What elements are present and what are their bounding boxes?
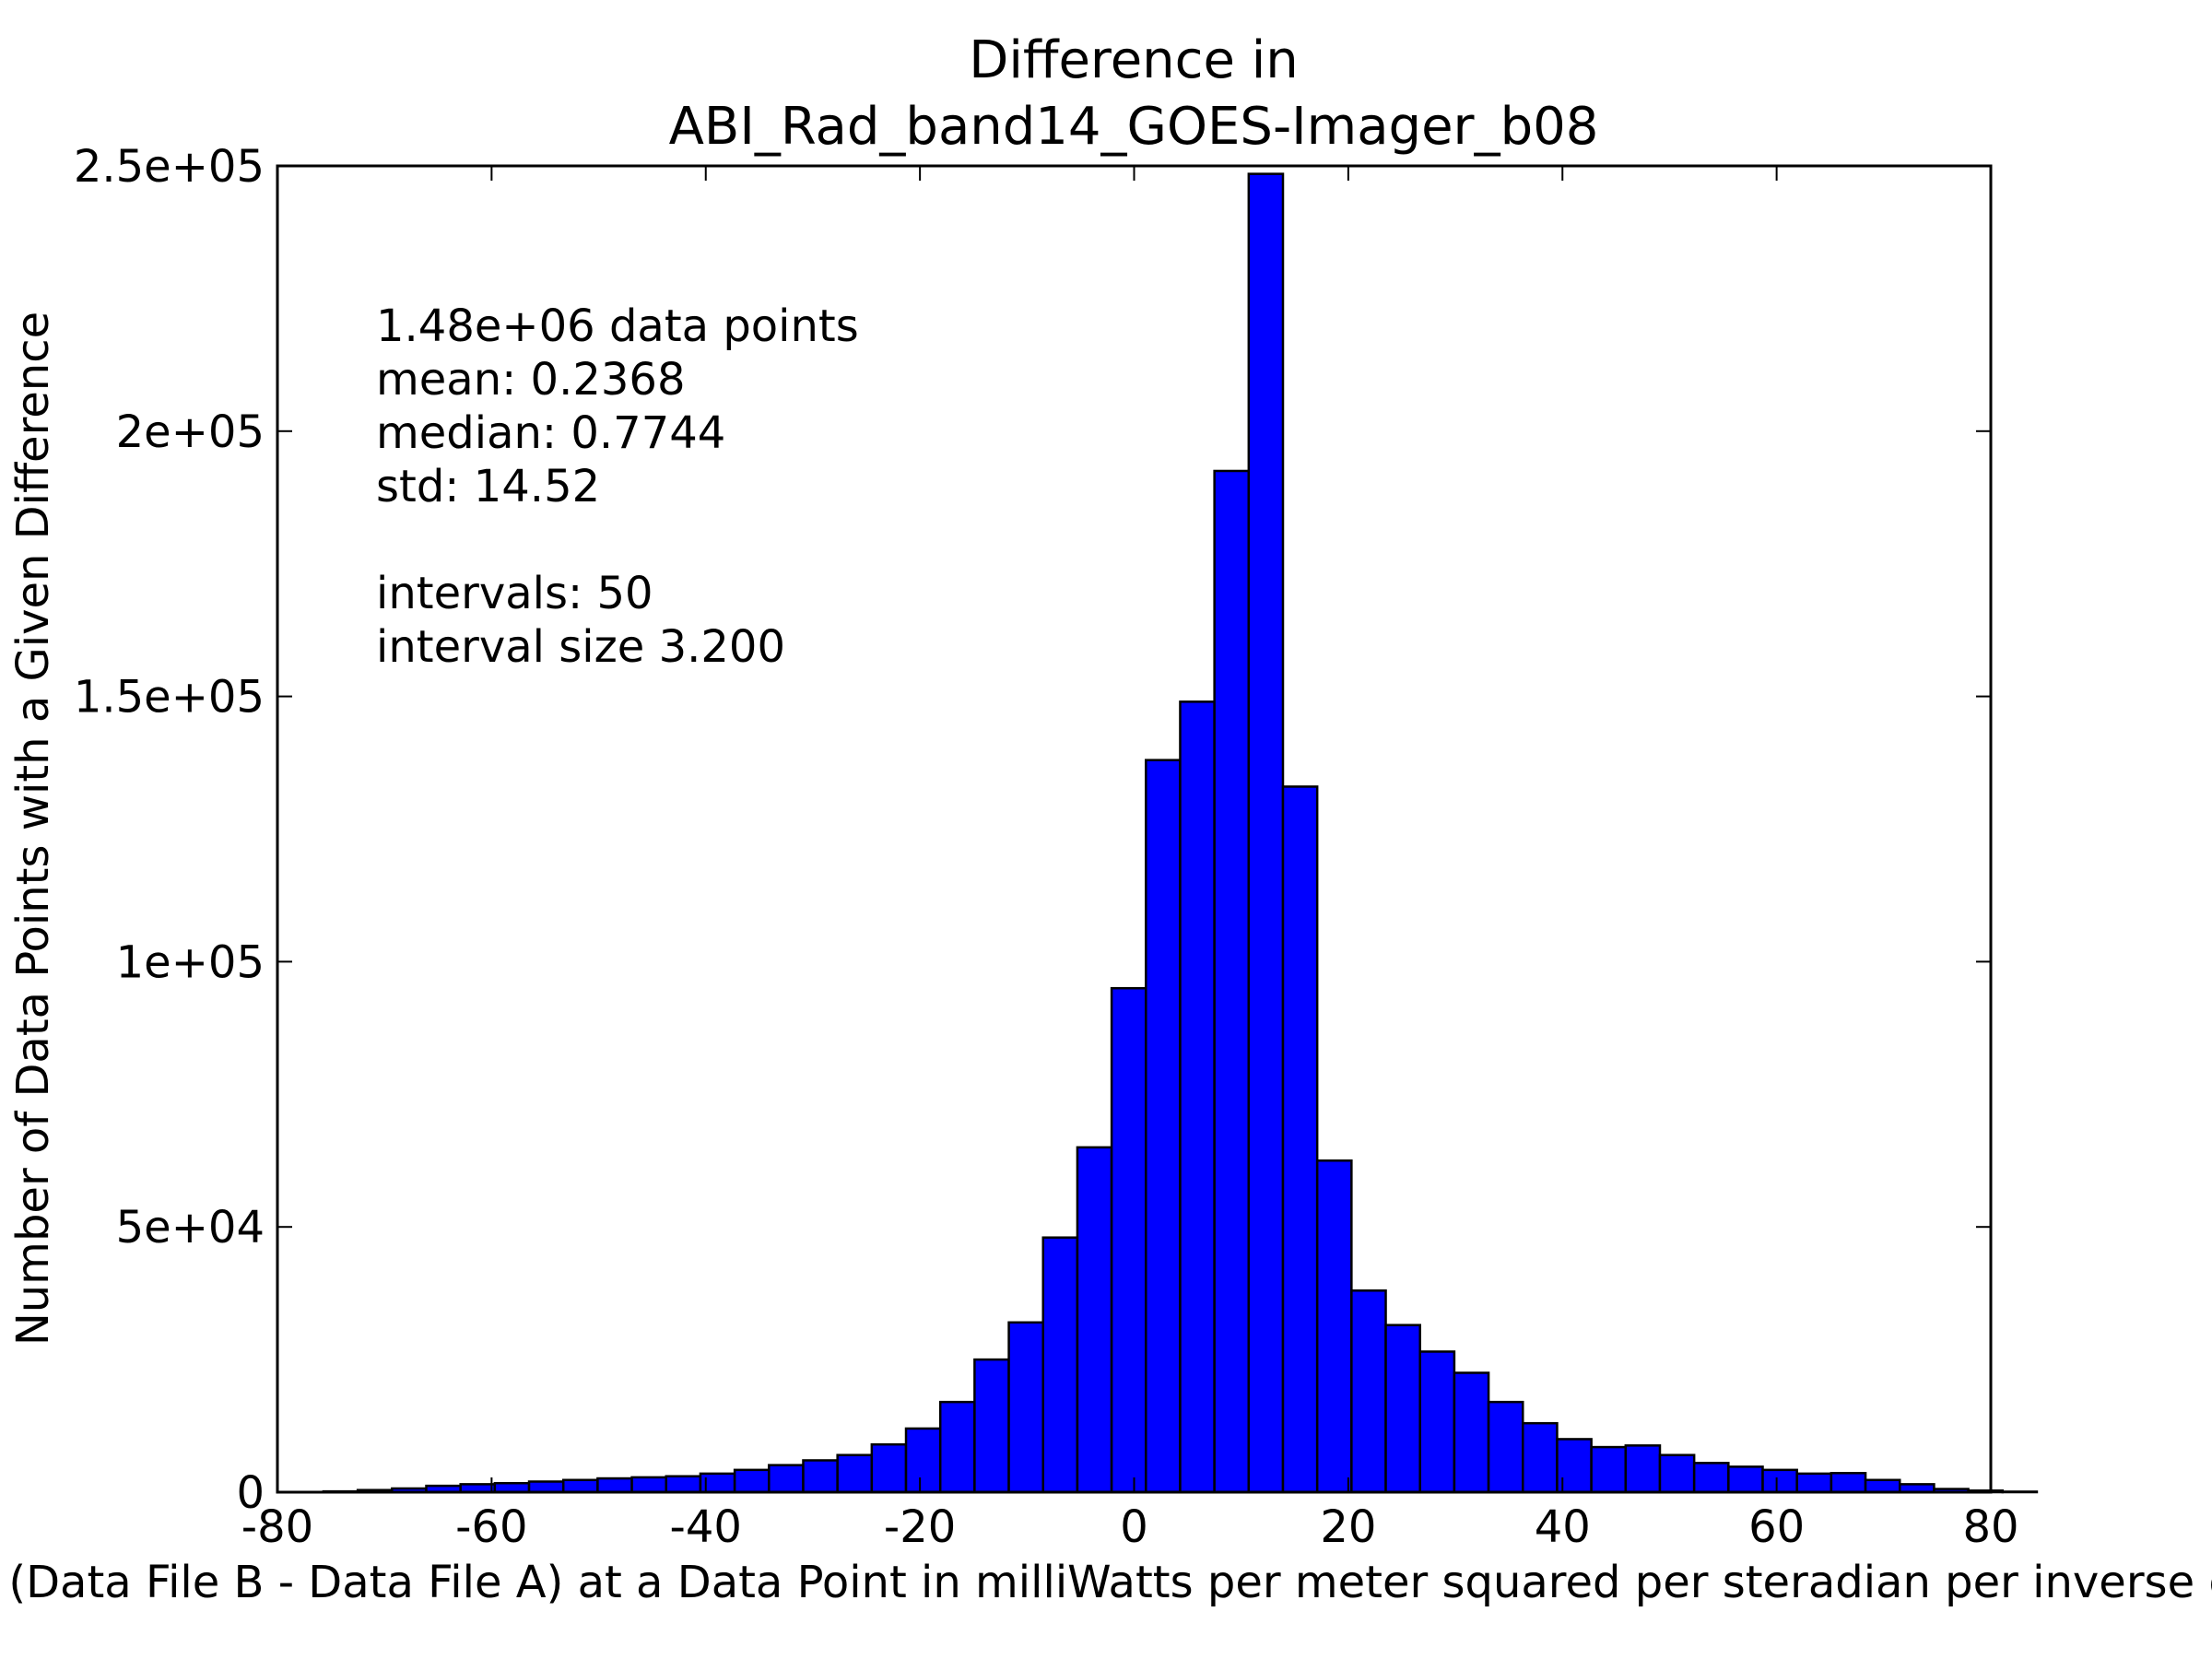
- chart-title-line-2: ABI_Rad_band14_GOES-Imager_b08: [669, 97, 1599, 157]
- histogram-bar: [665, 1475, 702, 1494]
- annotation-median: median: 0.7744: [376, 407, 725, 459]
- x-tick-labels: -80 -60 -40 -20 0 20 40 60 80: [241, 1501, 2019, 1553]
- histogram-bar: [1830, 1472, 1867, 1494]
- histogram-bar: [938, 1400, 976, 1494]
- histogram-bar: [1041, 1236, 1079, 1494]
- histogram-bar: [527, 1480, 565, 1494]
- histogram-bar: [733, 1468, 771, 1494]
- histogram-bar: [2001, 1490, 2039, 1494]
- histogram-bar: [1145, 759, 1182, 1494]
- x-tick-label: -20: [884, 1501, 956, 1553]
- x-tick-label: -80: [241, 1501, 313, 1553]
- histogram-bar: [870, 1442, 908, 1494]
- histogram-bar: [904, 1427, 942, 1494]
- x-axis-label: Value of (Data File B - Data File A) at …: [0, 1557, 2212, 1608]
- y-tick-label: 1e+05: [116, 936, 265, 988]
- y-tick-labels: 0 5e+04 1e+05 1.5e+05 2e+05 2.5e+05: [74, 141, 265, 1519]
- annotation-intervals: intervals: 50: [376, 568, 653, 619]
- x-tick-label: -40: [670, 1501, 742, 1553]
- histogram-bar: [1281, 785, 1319, 1494]
- y-axis-label: Number of Data Points with a Given Diffe…: [7, 312, 59, 1346]
- histogram-bar: [1418, 1350, 1456, 1494]
- histogram-bar: [1522, 1421, 1559, 1494]
- histogram-bar: [1590, 1445, 1628, 1494]
- histogram-bar: [1658, 1453, 1696, 1494]
- annotation-mean: mean: 0.2368: [376, 354, 686, 406]
- y-tick-label: 5e+04: [116, 1202, 265, 1253]
- histogram-bar: [1795, 1472, 1833, 1494]
- histogram-bar: [1727, 1465, 1764, 1494]
- x-tick-label: -60: [455, 1501, 527, 1553]
- histogram-bar: [1076, 1146, 1113, 1494]
- histogram-bar: [1624, 1444, 1662, 1494]
- histogram-bar: [596, 1477, 633, 1494]
- histogram-bar: [1247, 172, 1285, 1494]
- annotation-std: std: 14.52: [376, 461, 600, 512]
- histogram-bar: [1761, 1468, 1798, 1494]
- histogram-bar: [1487, 1400, 1524, 1494]
- histogram-bar: [1213, 469, 1251, 1494]
- histogram-bar: [630, 1476, 668, 1494]
- histogram-bar: [561, 1478, 599, 1494]
- histogram-bar: [1110, 986, 1147, 1494]
- histogram-bars: [322, 172, 2039, 1494]
- histogram-bar: [1179, 700, 1216, 1494]
- histogram-bar: [1315, 1159, 1353, 1494]
- annotation-data-points: 1.48e+06 data points: [376, 300, 859, 352]
- stats-annotation: 1.48e+06 data points mean: 0.2368 median…: [376, 300, 859, 673]
- x-tick-label: 20: [1320, 1501, 1376, 1553]
- histogram-bar: [1864, 1478, 1901, 1494]
- x-tick-label: 80: [1962, 1501, 2018, 1553]
- chart-title-line-1: Difference in: [969, 30, 1299, 90]
- x-tick-label: 60: [1748, 1501, 1805, 1553]
- axis-ticks: [276, 165, 1992, 1493]
- y-tick-label: 0: [236, 1467, 265, 1519]
- histogram-bar: [836, 1453, 874, 1494]
- histogram-bar: [768, 1464, 805, 1494]
- x-tick-label: 0: [1120, 1501, 1148, 1553]
- histogram-bar: [1007, 1321, 1044, 1494]
- y-tick-label: 1.5e+05: [74, 672, 265, 724]
- histogram-bar: [1692, 1462, 1730, 1494]
- histogram-bar: [973, 1358, 1010, 1494]
- x-tick-label: 40: [1535, 1501, 1591, 1553]
- histogram-bar: [802, 1459, 839, 1494]
- annotation-interval-size: interval size 3.200: [376, 621, 785, 673]
- histogram-bar: [1350, 1289, 1387, 1494]
- histogram-bar: [1384, 1324, 1421, 1494]
- y-tick-label: 2.5e+05: [74, 141, 265, 193]
- y-tick-label: 2e+05: [116, 406, 265, 458]
- histogram-bar: [1453, 1371, 1490, 1494]
